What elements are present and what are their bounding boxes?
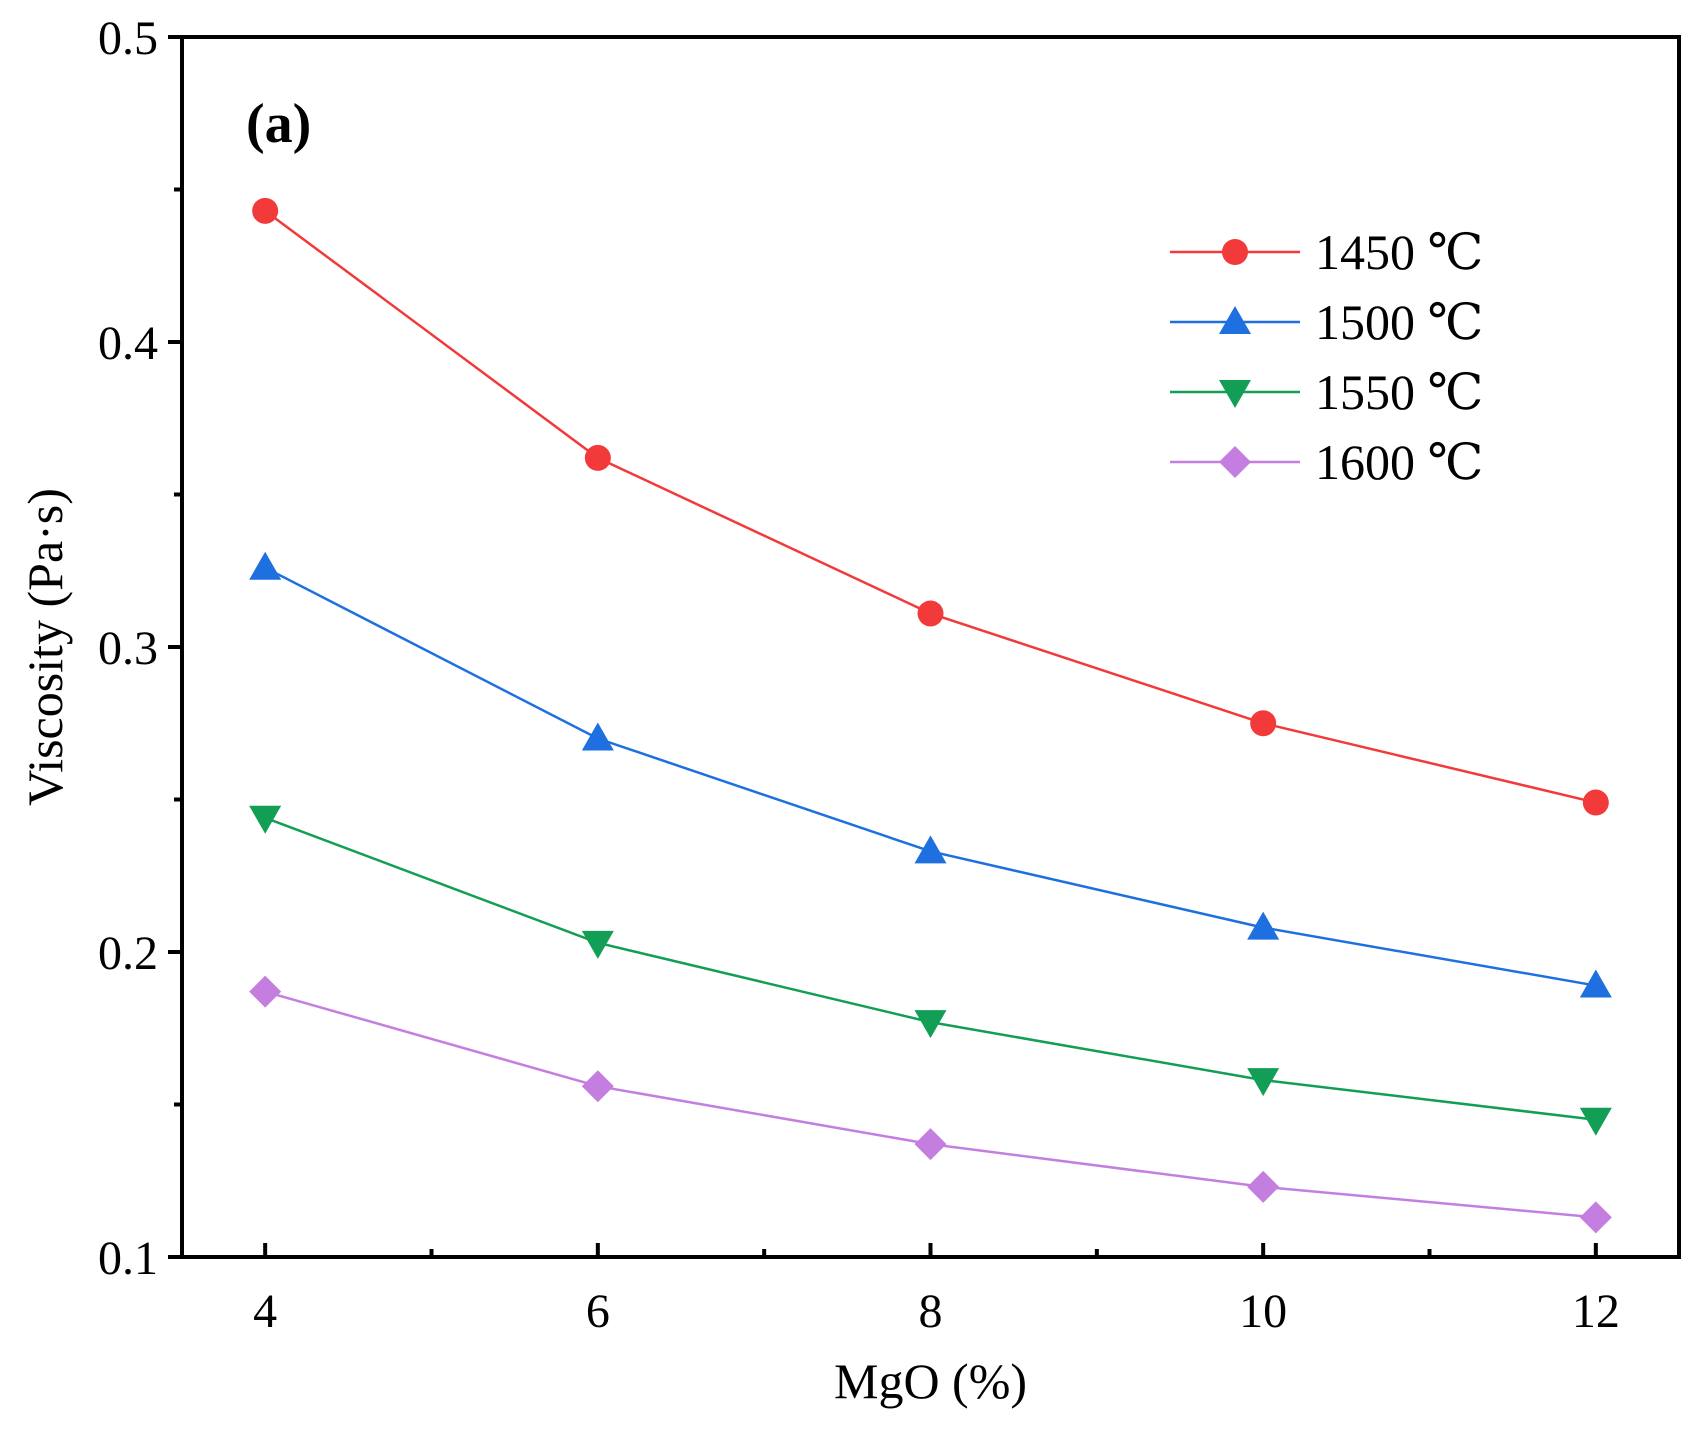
series-0 xyxy=(252,197,1609,816)
x-tick-label: 6 xyxy=(586,1285,610,1338)
plot-area xyxy=(249,197,1612,1234)
legend-item: 1500 ℃ xyxy=(1170,294,1483,350)
y-tick-label: 0.4 xyxy=(98,317,158,370)
legend-label: 1600 ℃ xyxy=(1315,434,1483,490)
data-point xyxy=(914,835,947,864)
axes xyxy=(180,35,1681,1259)
x-tick-label: 4 xyxy=(253,1285,277,1338)
panel-label: (a) xyxy=(246,93,311,155)
legend-label: 1500 ℃ xyxy=(1315,294,1483,350)
legend-marker xyxy=(1219,380,1251,408)
data-point xyxy=(1247,1068,1280,1097)
y-tick-label: 0.5 xyxy=(98,12,158,65)
legend-marker xyxy=(1219,306,1251,334)
y-tick-label: 0.3 xyxy=(98,622,158,675)
x-axis-title: MgO (%) xyxy=(834,1353,1027,1409)
legend-label: 1450 ℃ xyxy=(1315,224,1483,280)
data-point xyxy=(581,930,614,959)
data-point xyxy=(249,975,282,1008)
data-point xyxy=(917,600,944,627)
y-tick-label: 0.2 xyxy=(98,927,158,980)
ticks: 4 6 8 10 12 0.1 0.2 0.3 0.4 0.5 xyxy=(98,12,1620,1338)
data-point xyxy=(249,805,282,834)
series-line xyxy=(264,566,1597,987)
data-point xyxy=(252,197,279,224)
plot-frame xyxy=(180,35,1681,1259)
legend-marker xyxy=(1222,239,1248,265)
data-point xyxy=(1250,710,1277,737)
data-point xyxy=(1582,789,1609,816)
legend-item: 1550 ℃ xyxy=(1170,364,1483,420)
data-point xyxy=(249,551,282,580)
y-tick-label: 0.1 xyxy=(98,1232,158,1285)
series-2 xyxy=(249,805,1612,1136)
x-tick-label: 10 xyxy=(1239,1285,1287,1338)
data-point xyxy=(1579,969,1612,998)
legend-item: 1600 ℃ xyxy=(1170,434,1483,490)
data-point xyxy=(1579,1107,1612,1136)
series-3 xyxy=(249,975,1612,1234)
data-point xyxy=(1247,911,1280,940)
data-point xyxy=(584,444,611,471)
legend: 1450 ℃ 1500 ℃ 1550 ℃ 1600 ℃ xyxy=(1170,224,1483,490)
data-point xyxy=(914,1128,947,1161)
series-1 xyxy=(249,551,1612,998)
data-point xyxy=(581,722,614,751)
x-tick-label: 8 xyxy=(919,1285,943,1338)
legend-label: 1550 ℃ xyxy=(1315,364,1483,420)
legend-item: 1450 ℃ xyxy=(1170,224,1483,280)
data-point xyxy=(581,1070,614,1103)
data-point xyxy=(1247,1170,1280,1203)
y-axis-title: Viscosity (Pa·s) xyxy=(17,488,73,806)
x-tick-label: 12 xyxy=(1572,1285,1620,1338)
data-point xyxy=(914,1010,947,1039)
legend-marker xyxy=(1219,446,1251,478)
data-point xyxy=(1579,1201,1612,1234)
